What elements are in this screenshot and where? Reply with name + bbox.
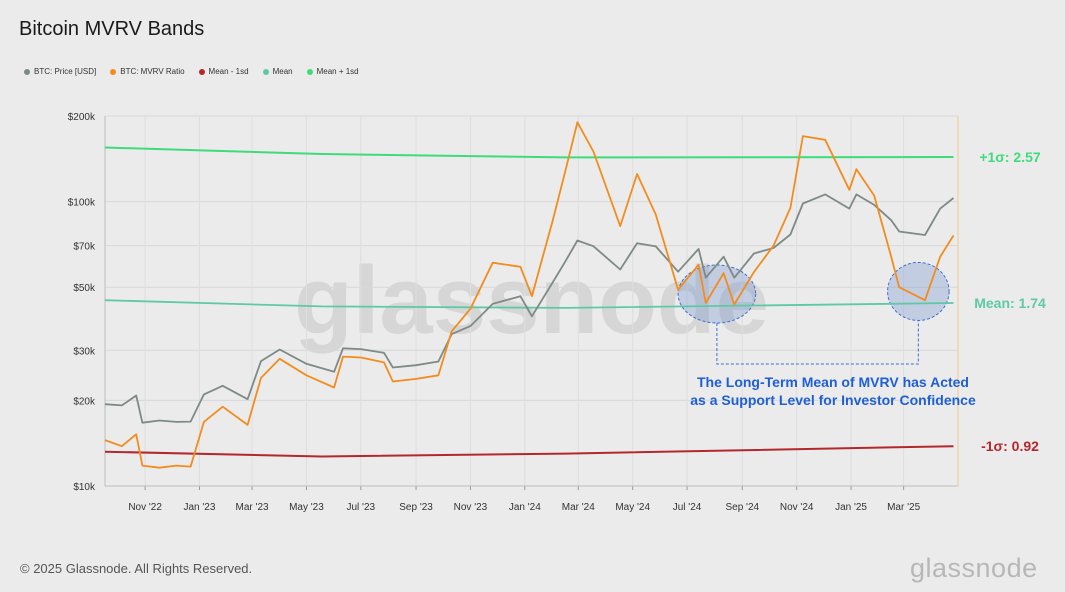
y-tick-label: $20k bbox=[73, 396, 96, 407]
plus-1sd-label: +1σ: 2.57 bbox=[979, 149, 1041, 165]
annotation-text: The Long-Term Mean of MVRV has Acted bbox=[697, 374, 969, 390]
legend-label: Mean + 1sd bbox=[316, 67, 359, 76]
x-tick-label: Nov '23 bbox=[454, 502, 488, 513]
chart-title: Bitcoin MVRV Bands bbox=[19, 18, 205, 40]
legend-dot-icon bbox=[198, 68, 205, 75]
y-tick-label: $10k bbox=[73, 482, 96, 493]
price-line[interactable] bbox=[104, 193, 955, 424]
y-tick-label: $100k bbox=[68, 198, 96, 209]
legend-item-mean-minus-1sd[interactable]: Mean - 1sd bbox=[198, 67, 249, 76]
x-tick-label: Mar '23 bbox=[236, 502, 269, 513]
legend-label: BTC: Price [USD] bbox=[34, 67, 97, 76]
legend-item-mean[interactable]: Mean bbox=[262, 67, 293, 76]
legend-dot-icon bbox=[262, 68, 269, 75]
watermark: glassnode bbox=[294, 247, 769, 354]
annotation-text: as a Support Level for Investor Confiden… bbox=[690, 392, 976, 408]
minus-1sd-label: -1σ: 0.92 bbox=[981, 438, 1039, 454]
x-tick-label: Jan '25 bbox=[835, 502, 867, 513]
y-tick-label: $30k bbox=[73, 346, 96, 357]
legend-label: Mean - 1sd bbox=[208, 67, 249, 76]
y-tick-label: $70k bbox=[73, 242, 96, 253]
highlight-ellipse bbox=[887, 261, 950, 321]
mean-label: Mean: 1.74 bbox=[974, 295, 1046, 311]
x-tick-label: Mar '25 bbox=[887, 502, 920, 513]
x-tick-label: Sep '24 bbox=[725, 502, 759, 513]
x-tick-label: Sep '23 bbox=[399, 502, 433, 513]
legend-dot-icon bbox=[24, 68, 30, 75]
mean-minus-1sd-line[interactable] bbox=[104, 445, 954, 458]
highlight-ellipse bbox=[677, 264, 757, 324]
legend-dot-icon bbox=[306, 68, 313, 75]
legend-item-mvrv[interactable]: BTC: MVRV Ratio bbox=[110, 67, 185, 76]
y-tick-label: $200k bbox=[68, 112, 96, 123]
mean-plus-1sd-line[interactable] bbox=[104, 146, 954, 159]
x-tick-label: Nov '24 bbox=[780, 502, 814, 513]
mvrv-ratio-line[interactable] bbox=[104, 121, 955, 469]
x-tick-label: May '23 bbox=[289, 502, 324, 513]
legend-item-price[interactable]: BTC: Price [USD] bbox=[24, 67, 96, 76]
x-tick-label: May '24 bbox=[615, 502, 650, 513]
x-tick-label: Jul '23 bbox=[347, 502, 376, 513]
mean-line[interactable] bbox=[104, 299, 954, 309]
copyright-footer: © 2025 Glassnode. All Rights Reserved. bbox=[20, 561, 253, 576]
x-tick-label: Jan '23 bbox=[184, 502, 216, 513]
legend-item-mean-plus-1sd[interactable]: Mean + 1sd bbox=[306, 67, 359, 76]
glassnode-logo: glassnode bbox=[910, 553, 1038, 583]
legend-dot-icon bbox=[110, 68, 117, 75]
y-tick-label: $50k bbox=[73, 283, 96, 294]
x-tick-label: Jan '24 bbox=[509, 502, 541, 513]
legend: BTC: Price [USD] BTC: MVRV Ratio Mean - … bbox=[24, 67, 359, 76]
legend-label: Mean bbox=[272, 67, 293, 76]
x-tick-label: Jul '24 bbox=[673, 502, 702, 513]
x-tick-label: Mar '24 bbox=[562, 502, 595, 513]
x-tick-label: Nov '22 bbox=[128, 502, 162, 513]
annotation-connector bbox=[716, 320, 919, 365]
legend-label: BTC: MVRV Ratio bbox=[120, 67, 185, 76]
